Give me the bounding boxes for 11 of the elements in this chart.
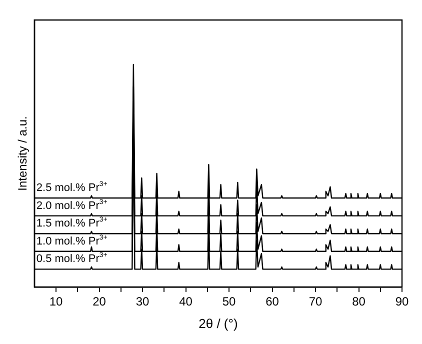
x-tick-label: 50: [222, 294, 236, 309]
x-tick-label: 30: [136, 294, 150, 309]
x-tick-label: 40: [179, 294, 193, 309]
x-tick-label: 80: [352, 294, 366, 309]
y-axis-title: Intensity / a.u.: [16, 116, 30, 191]
x-axis-title: 2θ / (°): [198, 316, 238, 331]
x-tick-label: 10: [49, 294, 64, 309]
x-tick-label: 20: [92, 294, 106, 309]
x-tick-label: 70: [308, 294, 322, 309]
x-tick-label: 60: [266, 294, 280, 309]
x-tick-label: 90: [395, 294, 409, 309]
